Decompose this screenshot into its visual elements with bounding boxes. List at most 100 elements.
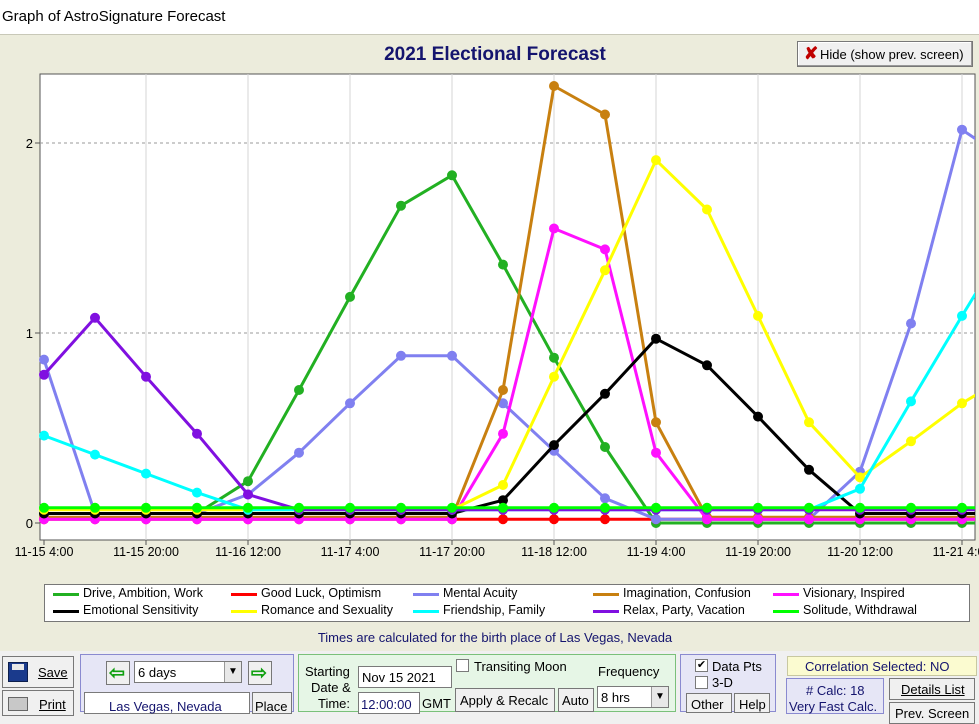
legend-swatch [593, 593, 619, 596]
apply-recalc-button[interactable]: Apply & Recalc [455, 688, 555, 712]
legend-swatch [413, 593, 439, 596]
data-point [447, 502, 457, 513]
chart-title: 2021 Electional Forecast [384, 44, 606, 65]
next-arrow-button[interactable]: ⇨ [248, 661, 272, 685]
legend-label: Relax, Party, Vacation [623, 603, 745, 617]
data-point [804, 417, 814, 428]
data-point [498, 514, 508, 525]
previous-arrow-button[interactable]: ⇦ [106, 661, 130, 685]
frequency-label: Frequency [598, 664, 660, 679]
data-point [600, 244, 610, 255]
data-point [294, 447, 304, 458]
data-point [549, 514, 559, 525]
data-point [906, 502, 916, 513]
chevron-down-icon[interactable]: ▼ [651, 687, 668, 707]
legend-label: Mental Acuity [443, 586, 518, 600]
data-point [957, 310, 967, 321]
data-point [141, 468, 151, 479]
data-point [753, 411, 763, 422]
transiting-moon-label: Transiting Moon [474, 659, 567, 674]
series-line [44, 227, 975, 521]
y-tick-label: 0 [26, 516, 33, 531]
legend-label: Visionary, Inspired [803, 586, 905, 600]
data-point [651, 514, 661, 525]
start-time-input[interactable]: 12:00:00 [358, 692, 420, 714]
data-point [906, 396, 916, 407]
data-point [957, 124, 967, 135]
data-point [855, 472, 865, 483]
details-list-button[interactable]: Details List [889, 678, 975, 700]
data-point [702, 502, 712, 513]
legend-swatch [413, 610, 439, 613]
data-point [702, 360, 712, 371]
data-point [549, 371, 559, 382]
prev-screen-label: Prev. Screen [895, 706, 970, 721]
prev-screen-button[interactable]: Prev. Screen [889, 702, 975, 724]
legend-label: Drive, Ambition, Work [83, 586, 203, 600]
legend-swatch [773, 593, 799, 596]
x-tick-label: 11-17 4:00 [321, 545, 380, 559]
data-point [957, 398, 967, 409]
data-point [855, 502, 865, 513]
data-point [651, 447, 661, 458]
starting-label: Starting [305, 664, 350, 679]
legend-label: Solitude, Withdrawal [803, 603, 917, 617]
help-button[interactable]: Help [734, 693, 770, 713]
data-point [90, 502, 100, 513]
data-point [396, 502, 406, 513]
left-arrow-icon: ⇦ [109, 663, 125, 684]
three-d-checkbox[interactable] [695, 676, 708, 689]
legend-swatch [231, 610, 257, 613]
correlation-text: Correlation Selected: NO [805, 659, 950, 674]
series-line [44, 158, 975, 512]
other-button[interactable]: Other [686, 693, 732, 713]
data-point [651, 502, 661, 513]
y-tick-label: 2 [26, 136, 33, 151]
series-line [42, 316, 975, 512]
hide-button-label: Hide (show prev. screen) [820, 47, 964, 62]
data-point [753, 502, 763, 513]
data-point [498, 385, 508, 395]
x-tick-label: 11-17 20:00 [419, 545, 485, 559]
legend-swatch [53, 610, 79, 613]
legend-label: Romance and Sexuality [261, 603, 394, 617]
data-point [243, 502, 253, 513]
series-line [44, 337, 975, 515]
data-point [549, 81, 559, 91]
x-tick-label: 11-20 12:00 [827, 545, 893, 559]
data-point [600, 388, 610, 399]
range-select[interactable]: 6 days ▼ [134, 661, 242, 683]
details-list-label: Details List [901, 682, 965, 697]
auto-button[interactable]: Auto [558, 688, 594, 712]
data-point [549, 502, 559, 513]
window-titlebar: Graph of AstroSignature Forecast [0, 0, 979, 34]
save-button[interactable]: Save [2, 656, 74, 688]
data-point [141, 502, 151, 513]
data-point [39, 369, 49, 380]
data-point [906, 436, 916, 447]
save-button-label: Save [38, 665, 68, 680]
data-pts-checkbox[interactable]: ✔ [695, 659, 708, 672]
legend-swatch [593, 610, 619, 613]
date-and-label: Date & [311, 680, 351, 695]
data-point [345, 502, 355, 513]
print-button[interactable]: Print [2, 690, 74, 716]
start-date-input[interactable]: Nov 15 2021 [358, 666, 452, 688]
chart-legend: Drive, Ambition, Work Good Luck, Optimism… [44, 584, 970, 622]
frequency-select-value: 8 hrs [601, 690, 630, 705]
data-point [804, 502, 814, 513]
place-button[interactable]: Place [252, 692, 292, 714]
calc-count-text: # Calc: 18 [806, 683, 865, 698]
data-point [345, 291, 355, 302]
data-point [243, 489, 253, 500]
frequency-select[interactable]: 8 hrs ▼ [597, 686, 669, 708]
data-pts-label: Data Pts [712, 659, 762, 674]
data-point [702, 514, 712, 525]
hide-button[interactable]: ✘ Hide (show prev. screen) [797, 41, 973, 67]
data-point [447, 170, 457, 181]
transiting-moon-checkbox[interactable] [456, 659, 469, 672]
x-tick-label: 11-21 4:00 [933, 545, 979, 559]
location-field[interactable]: Las Vegas, Nevada [84, 692, 250, 714]
chevron-down-icon[interactable]: ▼ [224, 662, 241, 682]
data-point [600, 493, 610, 504]
